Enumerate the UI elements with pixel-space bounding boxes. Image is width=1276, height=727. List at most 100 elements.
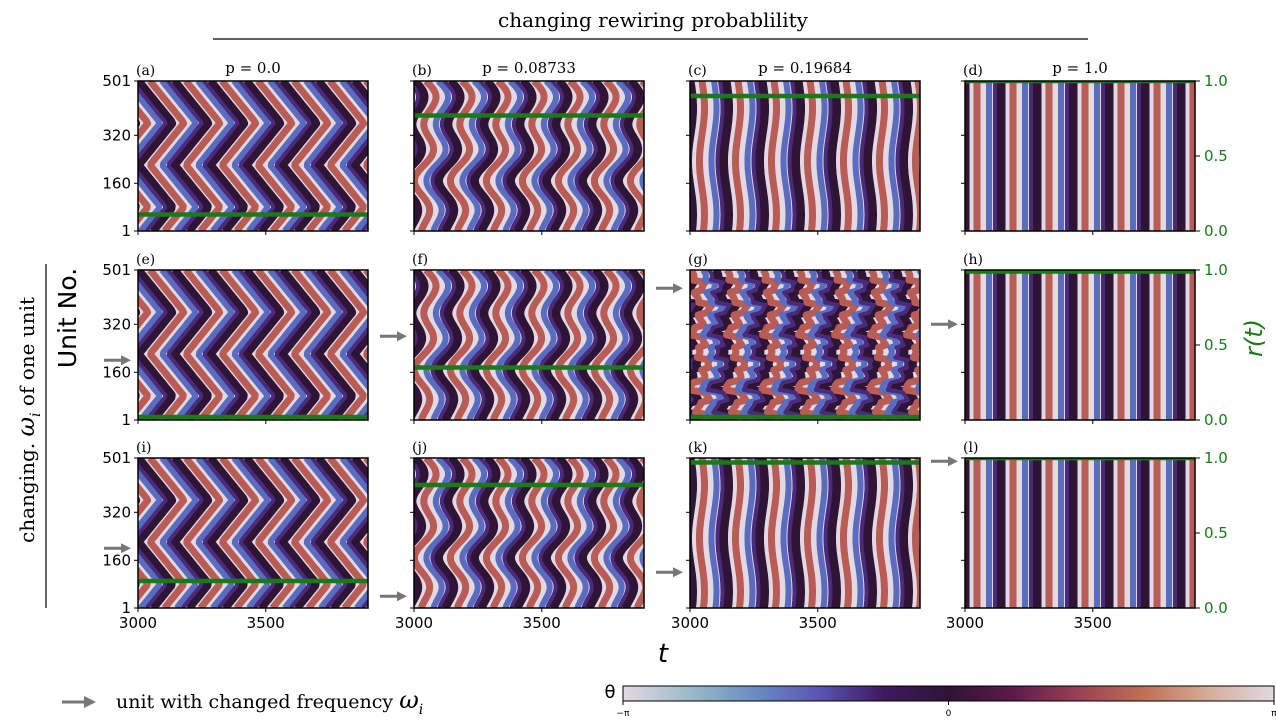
y-axis-label: Unit No. xyxy=(53,268,82,368)
phase-stripe-blue xyxy=(676,458,681,608)
panel-label: (i) xyxy=(136,440,151,456)
phase-stripe-violet xyxy=(96,270,130,420)
phase-stripe-blue xyxy=(231,270,271,420)
phase-stripe-red xyxy=(255,81,296,231)
phase-stripe-red xyxy=(942,270,964,420)
phase-stripe-red xyxy=(768,458,780,608)
phase-stripe-violet xyxy=(706,270,732,420)
phase-stripe-dark xyxy=(930,270,952,420)
heatmap-body xyxy=(965,458,1195,608)
phase-stripe-dark xyxy=(278,270,321,420)
phase-stripe-violet xyxy=(648,81,670,231)
phase-stripe-blue xyxy=(459,81,487,231)
phase-stripe-red xyxy=(840,81,852,231)
phase-stripe-red xyxy=(414,81,440,231)
phase-stripe-blue xyxy=(378,81,412,231)
phase-stripe-red xyxy=(876,81,888,231)
phase-stripe-violet xyxy=(138,274,168,420)
phase-stripe-blue xyxy=(639,169,644,193)
phase-stripe-blue xyxy=(888,81,900,231)
legend-text-main: unit with changed frequency xyxy=(116,691,399,713)
phase-stripe-dark xyxy=(366,81,388,231)
heatmap-body xyxy=(414,458,644,608)
phase-stripe-dark xyxy=(827,458,841,608)
r-axis-label: r(t) xyxy=(1240,319,1268,357)
phase-stripe-dark xyxy=(206,81,249,231)
phase-stripe-dark xyxy=(719,458,733,608)
phase-stripe-violet xyxy=(202,81,240,231)
phase-stripe-violet xyxy=(466,270,492,420)
panel-frame xyxy=(137,457,369,609)
phase-stripe-blue xyxy=(378,270,412,420)
phase-stripe-dark xyxy=(314,81,357,231)
phase-stripe-violet xyxy=(96,81,130,231)
phase-stripe-dark xyxy=(206,270,249,420)
panel-label: (a) xyxy=(136,63,155,79)
phase-stripe-dark xyxy=(652,81,657,231)
heatmap-body xyxy=(652,81,945,231)
phase-stripe-blue xyxy=(90,81,124,231)
phase-stripe-dark xyxy=(791,81,805,231)
y-tick-label: 1 xyxy=(121,411,131,429)
phase-stripe-violet xyxy=(384,270,418,420)
changed-unit-arrow-head-icon xyxy=(397,331,407,342)
phase-stripe-red xyxy=(902,270,920,418)
phase-stripe-blue xyxy=(414,91,415,103)
panel-frame xyxy=(413,269,645,421)
phase-stripe-violet xyxy=(310,270,348,420)
phase-stripe-violet xyxy=(610,81,636,231)
phase-stripe-blue xyxy=(567,270,595,420)
phase-stripe-violet xyxy=(346,81,368,231)
phase-stripe-red xyxy=(554,270,584,420)
phase-stripe-red xyxy=(482,81,512,231)
arrow-legend: unit with changed frequency ωi xyxy=(62,686,423,718)
phase-stripe-dark xyxy=(138,495,141,589)
phase-stripe-dark xyxy=(433,81,465,231)
phase-stripe-violet xyxy=(895,81,905,231)
y-tick-label: 160 xyxy=(102,551,131,569)
panel-frame xyxy=(689,80,921,232)
phase-stripe-red xyxy=(696,81,708,231)
x-tick-label: 3500 xyxy=(247,614,285,632)
phase-stripe-blue xyxy=(54,458,88,608)
colorbar-tick-label: π xyxy=(1271,709,1276,719)
phase-stripe-red xyxy=(78,81,112,231)
x-tick-label: 3000 xyxy=(946,614,984,632)
phase-stripe-violet xyxy=(742,270,768,420)
phase-stripe-red xyxy=(664,458,669,608)
changed-unit-arrow-head-icon xyxy=(948,456,958,467)
phase-stripe-red xyxy=(446,81,476,231)
phase-stripe-dark xyxy=(170,270,213,420)
phase-stripe-blue xyxy=(690,302,691,308)
phase-stripe-red xyxy=(446,270,476,420)
colorbar-tick-label: −π xyxy=(617,709,631,719)
x-tick-label: 3000 xyxy=(395,614,433,632)
phase-stripe-violet xyxy=(346,270,368,420)
phase-stripe-blue xyxy=(138,280,163,420)
phase-stripe-dark xyxy=(66,81,100,231)
phase-stripe-blue xyxy=(816,81,828,231)
phase-stripe-dark xyxy=(940,81,945,231)
phase-stripe-red xyxy=(78,458,112,608)
phase-stripe-dark xyxy=(350,270,368,420)
phase-stripe-red xyxy=(952,458,957,608)
phase-stripe-violet xyxy=(238,81,276,231)
phase-stripe-red xyxy=(696,458,708,608)
phase-stripe-blue xyxy=(303,270,343,420)
legend-arrow-head-icon xyxy=(84,696,96,708)
phase-stripe-violet xyxy=(646,458,651,608)
phase-stripe-blue xyxy=(267,270,307,420)
phase-stripe-dark xyxy=(314,270,357,420)
phase-stripe-dark xyxy=(433,270,465,420)
panel-b: (b) p = 0.08733 xyxy=(366,59,670,235)
phase-stripe-dark xyxy=(541,81,573,231)
column-title: p = 0.08733 xyxy=(482,59,576,77)
phase-stripe-red xyxy=(732,81,744,231)
panel-frame xyxy=(413,80,645,232)
heatmap-body xyxy=(965,81,1195,231)
phase-stripe-dark xyxy=(654,270,676,420)
phase-stripe-dark xyxy=(414,81,429,231)
panel-label: (c) xyxy=(688,63,707,79)
r-tick-label: 1.0 xyxy=(1204,449,1228,467)
panel-label: (b) xyxy=(412,63,432,79)
